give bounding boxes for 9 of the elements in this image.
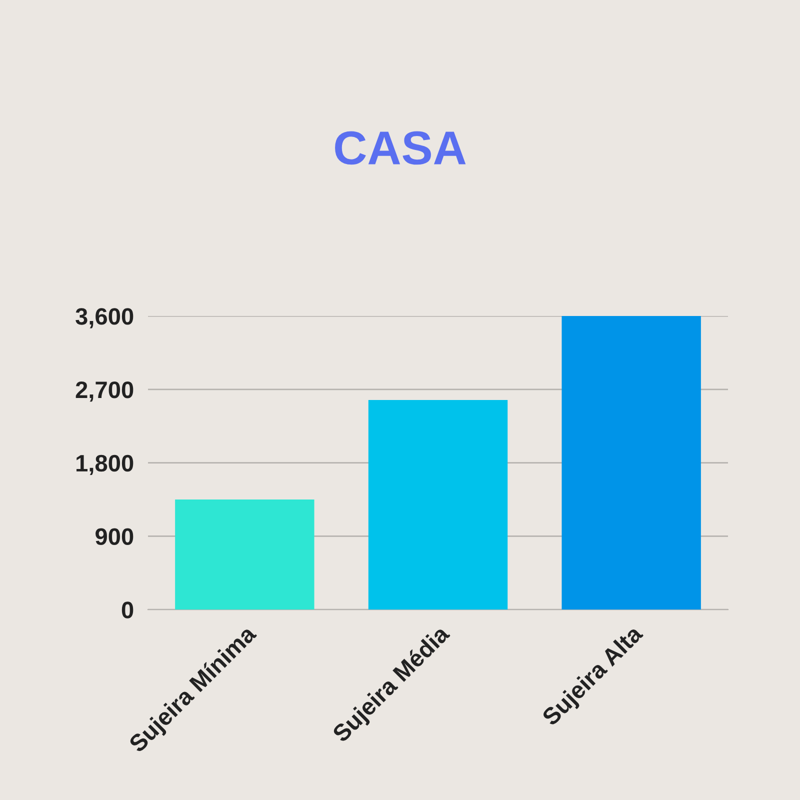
y-tick-label: 1,800: [76, 454, 134, 476]
y-tick-label: 0: [122, 602, 134, 618]
chart-title: CASA: [335, 131, 466, 165]
bar: [175, 500, 314, 610]
y-tick-label: 2,700: [76, 381, 134, 402]
bar: [562, 316, 701, 610]
bar: [368, 400, 508, 610]
y-tick-label: 900: [96, 528, 134, 545]
y-tick-label: 3,600: [76, 308, 134, 328]
